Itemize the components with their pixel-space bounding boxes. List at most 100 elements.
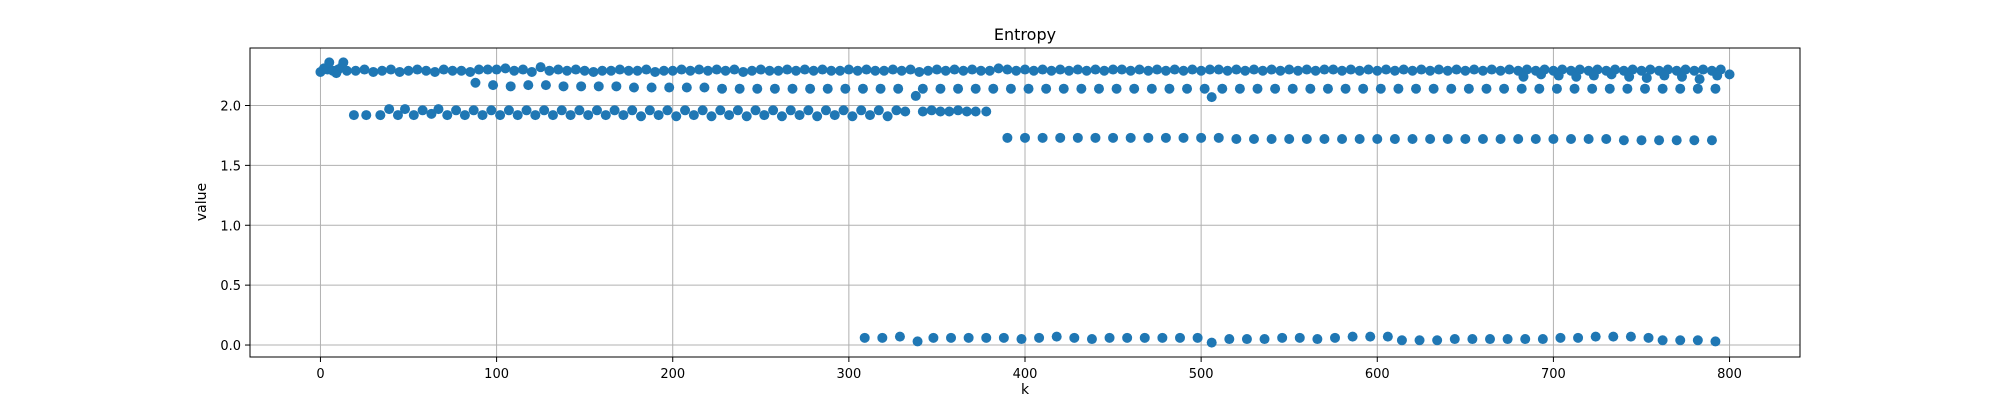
data-point [1636,135,1647,146]
data-point [970,83,981,94]
data-point [505,81,516,92]
data-point [1328,64,1339,75]
data-point [741,111,752,122]
data-point [967,64,978,75]
data-point [879,65,890,76]
data-point [1504,64,1515,75]
data-point [1037,132,1048,143]
data-point [826,65,837,76]
data-point [477,110,488,121]
data-point [1477,65,1488,76]
data-point [1460,65,1471,76]
data-point [1231,64,1242,75]
data-point [1569,83,1580,94]
data-point [817,64,828,75]
data-point [794,110,805,121]
data-point [923,65,934,76]
chart-title: Entropy [994,25,1056,44]
data-point [606,65,617,76]
data-point [500,63,511,74]
data-point [699,82,710,93]
data-point [1345,64,1356,75]
data-point [512,110,523,121]
data-point [1588,70,1599,81]
data-point [1146,83,1157,94]
data-point [1125,65,1136,76]
data-point [646,82,657,93]
data-point [1134,64,1145,75]
data-point [993,63,1004,74]
x-tick-label: 0 [316,367,324,382]
data-point [1414,335,1425,346]
data-point [618,110,629,121]
data-point [1365,331,1376,342]
data-point [782,64,793,75]
data-point [1224,334,1235,345]
data-point [368,66,379,77]
data-point [1573,332,1584,343]
y-tick-label: 0.0 [220,339,241,354]
data-point [385,64,396,75]
x-axis-label: k [1021,382,1030,398]
data-point [614,64,625,75]
data-point [1213,64,1224,75]
data-point [1398,64,1409,75]
data-point [975,65,986,76]
data-point [838,105,849,116]
data-point [931,64,942,75]
data-point [1064,65,1075,76]
data-point [738,66,749,77]
data-point [1495,65,1506,76]
data-point [539,105,550,116]
data-point [1122,332,1133,343]
data-point [359,64,370,75]
data-point [935,106,946,117]
data-point [688,110,699,121]
data-point [1530,134,1541,145]
data-point [377,65,388,76]
data-point [1192,332,1203,343]
data-point [1217,83,1228,94]
data-point [1551,83,1562,94]
data-point [1293,65,1304,76]
data-point [1108,132,1119,143]
x-tick-label: 100 [484,367,509,382]
data-point [1548,134,1559,145]
data-point [1442,134,1453,145]
data-point [697,105,708,116]
data-point [773,65,784,76]
data-point [611,81,622,92]
data-point [1305,83,1316,94]
data-point [338,57,349,68]
data-point [935,83,946,94]
data-point [1407,65,1418,76]
data-point [562,65,573,76]
data-point [759,110,770,121]
x-tick-label: 800 [1717,367,1742,382]
data-point [1432,335,1443,346]
data-point [495,110,506,121]
data-point [875,83,886,94]
data-point [1428,83,1439,94]
data-point [570,64,581,75]
data-point [963,332,974,343]
data-point [928,332,939,343]
data-point [769,83,780,94]
data-point [1375,83,1386,94]
data-point [900,106,911,117]
data-point [1002,64,1013,75]
data-point [829,110,840,121]
data-point [944,106,955,117]
data-point [1055,132,1066,143]
data-point [394,66,405,77]
data-point [1310,65,1321,76]
data-point [1284,64,1295,75]
data-point [1467,334,1478,345]
data-point [949,64,960,75]
data-point [1625,331,1636,342]
data-point [400,104,410,115]
data-point [1090,64,1101,75]
data-point [1433,64,1444,75]
data-point [720,65,731,76]
data-point [1275,65,1286,76]
